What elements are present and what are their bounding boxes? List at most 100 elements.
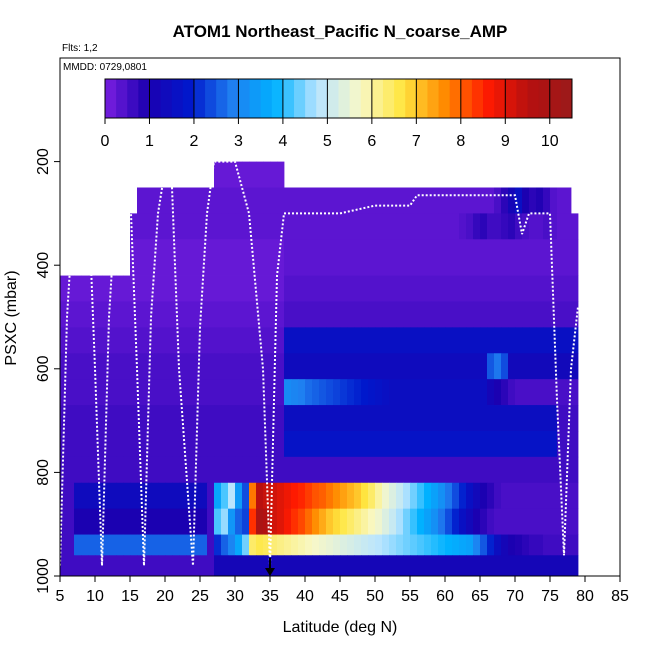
heatmap-cell [172, 187, 180, 214]
heatmap-cell [354, 534, 362, 556]
heatmap-cell [473, 430, 481, 458]
heatmap-cell [165, 405, 173, 432]
heatmap-cell [410, 379, 418, 406]
heatmap-cell [459, 187, 467, 214]
heatmap-cell [410, 275, 418, 302]
heatmap-cell [207, 239, 215, 276]
heatmap-cell [291, 301, 299, 328]
heatmap-cell [298, 405, 306, 432]
heatmap-cell [193, 275, 201, 302]
heatmap-cell [179, 555, 187, 577]
heatmap-cell [571, 353, 579, 380]
heatmap-cell [403, 213, 411, 240]
heatmap-cell [284, 301, 292, 328]
heatmap-cell [130, 405, 138, 432]
heatmap-cell [186, 213, 194, 240]
heatmap-cell [389, 508, 397, 535]
heatmap-cell [445, 301, 453, 328]
heatmap-cell [396, 456, 404, 484]
heatmap-cell [445, 353, 453, 380]
heatmap-cell [550, 534, 558, 556]
heatmap-cell [214, 430, 222, 458]
heatmap-cell [508, 430, 516, 458]
heatmap-cell [382, 239, 390, 276]
heatmap-cell [375, 555, 383, 577]
heatmap-cell [389, 456, 397, 484]
heatmap-cell [200, 327, 208, 354]
heatmap-cell [396, 430, 404, 458]
heatmap-cell [536, 405, 544, 432]
heatmap-cell [214, 239, 222, 276]
heatmap-cell [277, 482, 285, 510]
colorbar-segment [138, 79, 150, 118]
heatmap-cell [207, 327, 215, 354]
heatmap-cell [291, 353, 299, 380]
heatmap-cell [158, 353, 166, 380]
heatmap-cell [67, 456, 75, 484]
heatmap-cell [214, 213, 222, 240]
heatmap-cell [74, 555, 82, 577]
heatmap-cell [256, 430, 264, 458]
heatmap-cell [368, 275, 376, 302]
heatmap-cell [249, 239, 257, 276]
heatmap-cell [529, 187, 537, 214]
heatmap-cell [361, 482, 369, 510]
heatmap-cell [326, 405, 334, 432]
heatmap-cell [473, 213, 481, 240]
heatmap-cell [522, 555, 530, 577]
heatmap-cell [207, 456, 215, 484]
heatmap-cell [109, 456, 117, 484]
heatmap-cell [242, 213, 250, 240]
heatmap-cell [109, 353, 117, 380]
heatmap-cell [382, 213, 390, 240]
heatmap-cell [116, 327, 124, 354]
heatmap-cell [102, 555, 110, 577]
heatmap-cell [536, 379, 544, 406]
heatmap-cell [557, 327, 565, 354]
heatmap-cell [116, 482, 124, 510]
heatmap-cell [410, 405, 418, 432]
heatmap-cell [424, 456, 432, 484]
heatmap-cell [389, 353, 397, 380]
heatmap-cell [123, 379, 131, 406]
heatmap-cell [200, 353, 208, 380]
heatmap-cell [60, 456, 68, 484]
heatmap-cell [522, 301, 530, 328]
heatmap-cell [564, 301, 572, 328]
heatmap-cell [291, 187, 299, 214]
heatmap-cell [200, 239, 208, 276]
heatmap-cell [487, 456, 495, 484]
marker-arrow-head [265, 568, 275, 576]
heatmap-cell [543, 275, 551, 302]
heatmap-cell [60, 534, 68, 556]
colorbar [104, 78, 573, 119]
heatmap-cell [172, 482, 180, 510]
heatmap-cell [158, 508, 166, 535]
heatmap-cell [151, 275, 159, 302]
heatmap-cell [249, 161, 257, 188]
heatmap-cell [466, 430, 474, 458]
heatmap-cell [95, 430, 103, 458]
heatmap-cell [221, 534, 229, 556]
heatmap-cell [102, 405, 110, 432]
heatmap-cell [564, 213, 572, 240]
colorbar-segment [427, 79, 440, 118]
colorbar-segment [483, 79, 495, 118]
heatmap-cell [95, 508, 103, 535]
heatmap-cell [242, 508, 250, 535]
heatmap-cell [221, 456, 229, 484]
heatmap-cell [165, 187, 173, 214]
heatmap-cell [326, 379, 334, 406]
heatmap-cell [81, 534, 89, 556]
heatmap-cell [536, 353, 544, 380]
heatmap-cell [298, 213, 306, 240]
heatmap-cell [424, 379, 432, 406]
heatmap-cell [74, 379, 82, 406]
heatmap-cell [235, 508, 243, 535]
heatmap-cell [326, 534, 334, 556]
heatmap-cell [529, 353, 537, 380]
colorbar-segment [394, 79, 406, 118]
heatmap-cell [256, 275, 264, 302]
heatmap-cell [179, 301, 187, 328]
heatmap-cell [305, 379, 313, 406]
